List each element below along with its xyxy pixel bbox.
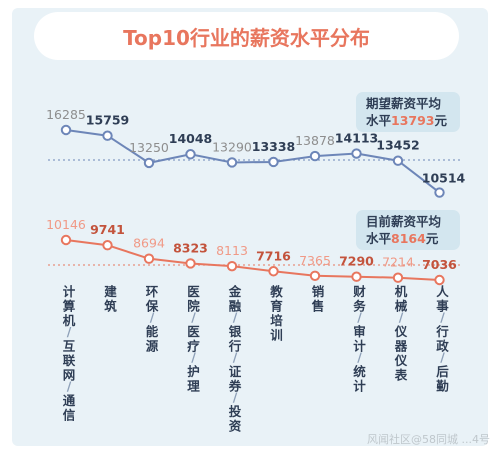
- data-label: 13452: [376, 138, 420, 153]
- category-label: 医院/医疗/护理: [187, 284, 200, 394]
- data-point: [392, 272, 404, 283]
- average-note-box: [356, 92, 460, 132]
- data-label: 7365: [299, 253, 331, 268]
- data-label: 10146: [46, 217, 86, 232]
- data-label: 14113: [335, 131, 379, 146]
- data-label: 8323: [173, 240, 208, 255]
- data-label: 7036: [422, 257, 457, 272]
- data-point: [60, 234, 72, 246]
- data-point: [309, 150, 321, 162]
- average-note-value: 水平13793元: [366, 113, 448, 128]
- category-label: 销售: [312, 284, 325, 314]
- data-point: [143, 253, 155, 264]
- data-point: [185, 149, 196, 160]
- category-label: 机械/仪器仪表: [394, 284, 408, 383]
- data-point: [226, 157, 238, 168]
- data-label: 15759: [86, 113, 130, 128]
- data-label: 13250: [129, 140, 169, 155]
- category-label: 人事/行政/后勤: [435, 284, 449, 394]
- current-salary-line: [65, 239, 440, 281]
- data-point: [434, 187, 445, 198]
- average-note-title: 期望薪资平均: [366, 96, 441, 111]
- data-point: [60, 124, 72, 136]
- category-label: 建筑: [104, 284, 117, 314]
- data-point: [434, 274, 445, 286]
- data-label: 13338: [252, 139, 296, 154]
- data-point: [102, 130, 113, 141]
- category-label: 金融/银行/证券/投资: [228, 284, 242, 434]
- data-label: 7214: [382, 255, 414, 270]
- data-point: [351, 148, 362, 159]
- data-point: [268, 156, 279, 168]
- average-note-box: [356, 210, 460, 250]
- category-label: 教育培训: [269, 284, 283, 343]
- data-point: [392, 155, 404, 166]
- watermark: 风闻社区@58同城 ...4号: [367, 433, 490, 446]
- average-note-title: 目前薪资平均: [366, 214, 441, 229]
- data-point: [268, 266, 279, 277]
- average-note-value: 水平8164元: [366, 231, 439, 246]
- data-label: 10514: [422, 171, 466, 186]
- data-point: [309, 270, 321, 281]
- expected-salary-line: [65, 129, 441, 194]
- data-point: [351, 271, 362, 282]
- data-label: 7716: [256, 248, 291, 263]
- data-label: 16285: [46, 107, 86, 122]
- category-label: 财务/审计/统计: [352, 284, 366, 394]
- data-label: 13878: [295, 133, 335, 148]
- data-point: [102, 240, 113, 251]
- data-label: 9741: [90, 222, 125, 237]
- data-label: 14048: [169, 131, 213, 146]
- chart-title: Top10行业的薪资水平分布: [34, 12, 459, 60]
- data-label: 8694: [133, 236, 165, 251]
- category-label: 计算机/互联网/通信: [63, 284, 76, 423]
- data-label: 13290: [212, 139, 252, 154]
- data-label: 7290: [339, 254, 374, 269]
- data-point: [226, 260, 238, 272]
- data-point: [143, 157, 155, 169]
- data-label: 8113: [216, 243, 248, 258]
- data-point: [185, 258, 196, 269]
- category-label: 环保/能源: [145, 284, 159, 354]
